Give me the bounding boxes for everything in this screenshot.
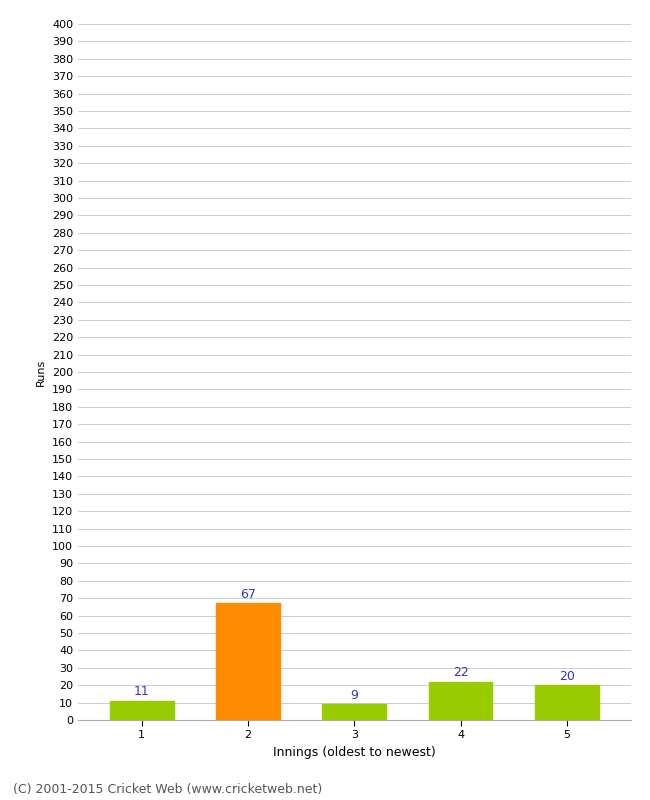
- Bar: [428, 682, 493, 720]
- Text: 11: 11: [134, 686, 150, 698]
- Y-axis label: Runs: Runs: [36, 358, 46, 386]
- Text: 20: 20: [559, 670, 575, 682]
- Bar: [322, 704, 386, 720]
- Text: 22: 22: [452, 666, 469, 679]
- Bar: [110, 701, 174, 720]
- Text: (C) 2001-2015 Cricket Web (www.cricketweb.net): (C) 2001-2015 Cricket Web (www.cricketwe…: [13, 783, 322, 796]
- Text: 9: 9: [350, 689, 358, 702]
- Text: 67: 67: [240, 588, 256, 601]
- X-axis label: Innings (oldest to newest): Innings (oldest to newest): [273, 746, 436, 759]
- Bar: [216, 603, 280, 720]
- Bar: [535, 685, 599, 720]
